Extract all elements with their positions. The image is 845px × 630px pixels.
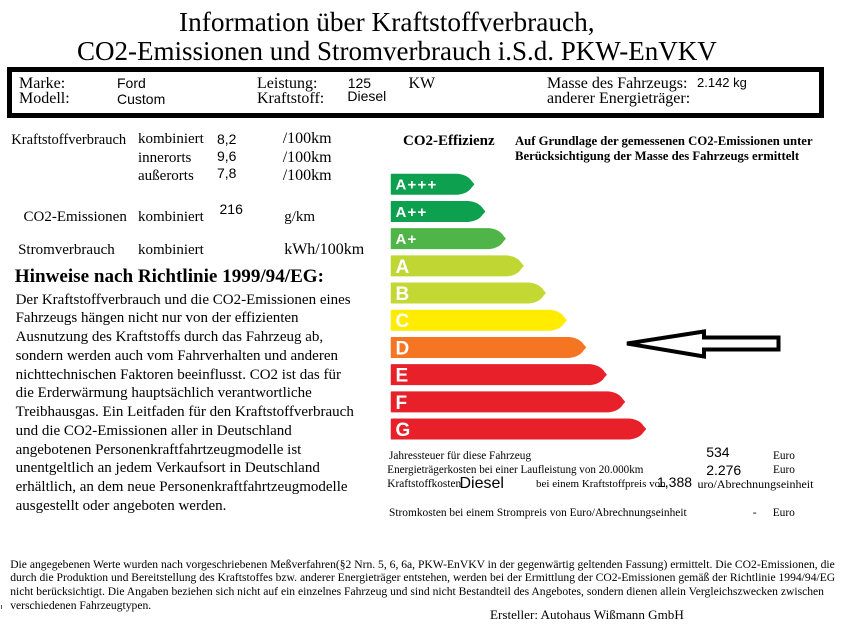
svg-text:A+: A+ — [396, 231, 418, 248]
svg-text:G: G — [396, 420, 411, 441]
svg-text:A+++: A+++ — [396, 177, 438, 194]
svg-text:E: E — [396, 366, 409, 387]
svg-text:D: D — [396, 338, 410, 359]
svg-text:A++: A++ — [396, 204, 428, 221]
svg-text:C: C — [396, 311, 410, 332]
svg-text:A: A — [396, 257, 410, 278]
svg-text:B: B — [396, 284, 410, 305]
svg-text:F: F — [396, 393, 408, 414]
